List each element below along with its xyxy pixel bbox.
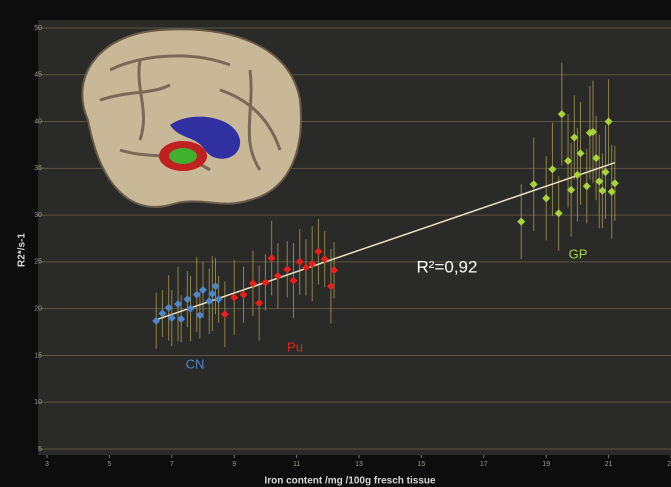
x-tick-label: 11 <box>293 461 300 468</box>
point <box>267 254 276 263</box>
trend-line <box>152 162 616 322</box>
point <box>158 309 167 318</box>
x-tick-label: 13 <box>355 461 363 468</box>
point <box>589 127 597 136</box>
point <box>592 154 601 163</box>
point <box>557 110 566 119</box>
marks <box>152 62 619 349</box>
point <box>607 187 616 196</box>
x-axis-title: Iron content /mg /100g fresch tissue <box>264 476 436 487</box>
point <box>601 168 610 177</box>
point <box>255 299 264 308</box>
point <box>192 290 201 299</box>
point <box>177 314 186 323</box>
y-tick-label: 40 <box>34 118 42 125</box>
y-tick-label: 15 <box>34 352 42 359</box>
x-tick-label: 17 <box>480 461 488 468</box>
point <box>610 179 619 188</box>
point <box>283 265 292 274</box>
point <box>248 279 257 288</box>
point <box>208 289 217 298</box>
point <box>582 182 591 191</box>
point <box>529 180 538 189</box>
y-tick-label: 50 <box>34 25 42 32</box>
point <box>604 117 613 126</box>
series-label: CN <box>186 356 205 371</box>
annotation: R²=0,92 <box>417 257 478 276</box>
point <box>183 295 192 304</box>
point <box>214 295 223 304</box>
x-tick-label: 9 <box>232 461 236 468</box>
x-tick-label: 5 <box>107 461 111 468</box>
series-label: GP <box>569 246 588 261</box>
point <box>167 314 176 323</box>
point <box>164 303 173 312</box>
brain-image <box>81 28 302 208</box>
point <box>314 247 323 256</box>
point <box>174 299 183 308</box>
y-tick-label: 25 <box>34 259 42 266</box>
point <box>289 276 298 285</box>
point <box>239 290 248 299</box>
y-tick-label: 35 <box>34 165 42 172</box>
point <box>186 304 195 313</box>
x-tick-label: 15 <box>418 461 426 468</box>
x-tick-label: 3 <box>45 461 49 468</box>
point <box>205 297 214 306</box>
series-label: Pu <box>287 339 303 354</box>
point <box>598 186 607 195</box>
point <box>211 282 220 291</box>
point <box>554 209 563 218</box>
x-tick-label: 21 <box>605 461 613 468</box>
y-tick-label: 10 <box>34 399 42 406</box>
point <box>542 194 551 203</box>
point <box>273 271 282 280</box>
point <box>573 170 582 179</box>
point <box>261 278 270 287</box>
point <box>301 263 310 272</box>
y-tick-label: 20 <box>34 306 42 313</box>
point <box>320 255 329 264</box>
point <box>230 293 239 302</box>
point <box>570 133 579 142</box>
point <box>564 156 573 165</box>
y-tick-label: 45 <box>34 72 42 79</box>
point <box>326 282 335 291</box>
point <box>295 257 304 266</box>
y-tick-label: 30 <box>34 212 42 219</box>
point <box>576 149 585 158</box>
point <box>330 266 339 275</box>
point <box>220 310 229 319</box>
point <box>567 185 576 194</box>
point <box>595 177 604 186</box>
x-tick-label: 19 <box>542 461 550 468</box>
point <box>517 217 526 226</box>
point <box>308 259 317 268</box>
x-tick-label: 23 <box>667 461 671 468</box>
point <box>152 316 161 325</box>
y-tick-label: 5 <box>38 446 42 453</box>
point <box>548 165 557 174</box>
point <box>199 285 207 294</box>
x-tick-label: 7 <box>170 461 174 468</box>
point <box>195 311 204 320</box>
y-axis-title: R2*/s-1 <box>17 233 28 267</box>
